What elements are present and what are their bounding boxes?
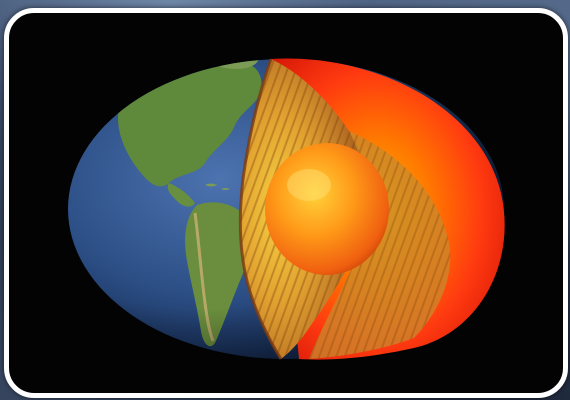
lower-mantle-texture [309, 131, 451, 359]
earth-illustration [68, 58, 505, 360]
crust-edge [238, 58, 283, 360]
image-frame [4, 8, 568, 398]
inner-core-highlight [287, 169, 331, 201]
inner-core [265, 143, 389, 275]
